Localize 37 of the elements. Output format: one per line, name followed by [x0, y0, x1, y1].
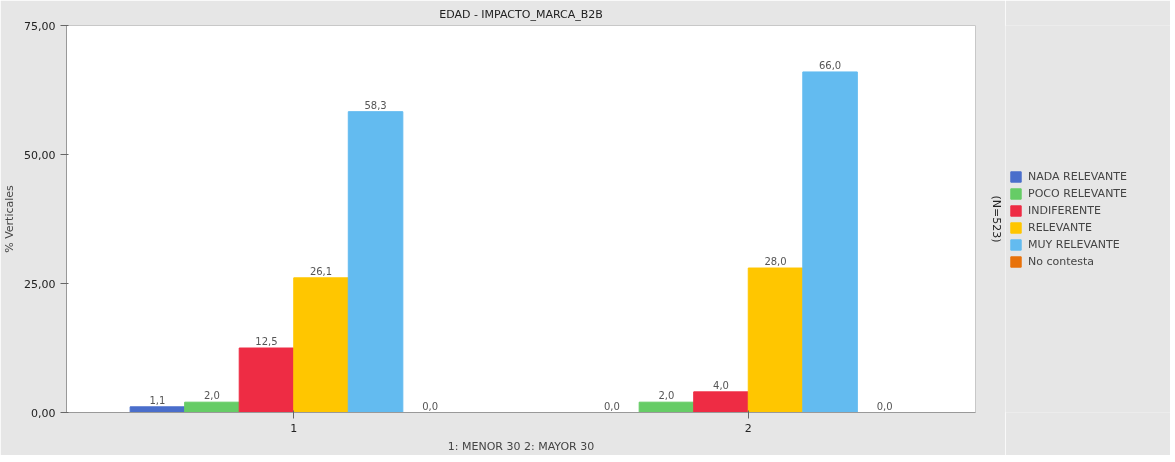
legend-label: No contesta [1028, 254, 1095, 268]
bar [293, 277, 349, 413]
data-label: 1,1 [149, 394, 166, 406]
data-label: 28,0 [764, 256, 787, 268]
bar [638, 401, 695, 413]
bar [347, 111, 404, 413]
data-label: 0,0 [422, 400, 439, 412]
bar [693, 391, 749, 413]
y-tick-label: 25,00 [24, 277, 56, 291]
x-tick-label: 1 [290, 421, 298, 435]
chart-title: EDAD - IMPACTO_MARCA_B2B [439, 7, 603, 21]
data-label: 2,0 [203, 390, 220, 402]
data-label: 66,0 [818, 59, 842, 71]
legend-label: RELEVANTE [1028, 220, 1092, 234]
data-label: 2,0 [658, 390, 675, 402]
data-label: 0,0 [876, 400, 893, 412]
bar [802, 71, 858, 413]
y-axis-title: % Verticales [3, 184, 17, 253]
legend-label: MUY RELEVANTE [1028, 237, 1120, 251]
legend-label: NADA RELEVANTE [1028, 169, 1127, 183]
y-tick-label: 0,00 [31, 406, 56, 420]
bar [129, 406, 186, 413]
y-tick-label: 75,00 [24, 19, 56, 33]
x-tick-label: 2 [744, 421, 752, 435]
data-label: 12,5 [255, 336, 278, 347]
legend-label: POCO RELEVANTE [1028, 186, 1128, 200]
bar [184, 401, 240, 413]
x-axis-title: 1: MENOR 30 2: MAYOR 30 [447, 439, 595, 453]
legend-label: INDIFERENTE [1028, 203, 1101, 217]
bar [747, 267, 804, 413]
y-tick-label: 50,00 [24, 148, 56, 162]
data-label: 58,3 [364, 99, 387, 111]
text: (N=523) [989, 195, 1003, 243]
data-label: 26,1 [309, 265, 333, 277]
data-label: 0,0 [603, 400, 620, 412]
data-label: 4,0 [713, 379, 729, 391]
bar [238, 347, 295, 413]
